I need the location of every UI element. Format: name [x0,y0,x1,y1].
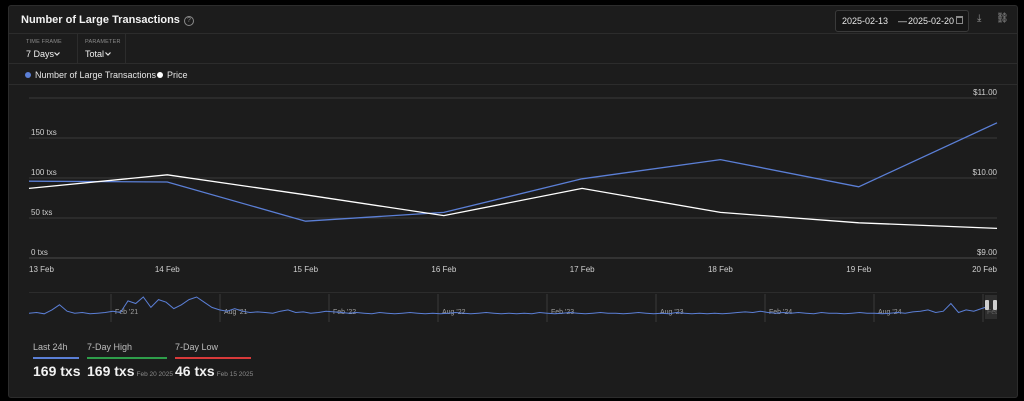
navigator-series [29,296,990,315]
legend-label: Number of Large Transactions [35,70,157,80]
stat-last-24h: Last 24h [33,342,79,359]
range-navigator[interactable]: Feb '21 Aug '21 Feb '22 Aug '22 Feb '23 Aug '… [29,292,997,322]
navigator-label: Aug '23 [660,309,684,316]
stat-7day-low: 7-Day Low [175,342,251,359]
download-icon[interactable]: ⤓ [977,13,982,24]
y-tick-label-left: 0 txs [31,248,48,257]
stat-date: Feb 20 2025 [136,371,173,378]
stat-value: 169 txs [33,363,80,379]
y-tick-label-left: 50 txs [31,208,52,217]
x-tick-label: 13 Feb [29,265,54,274]
navigator-label: Feb '23 [551,309,574,316]
navigator-label: Aug '21 [224,309,248,316]
x-tick-label: 20 Feb [972,265,997,274]
chart-title-text: Number of Large Transactions [21,14,180,26]
legend-dot [157,72,163,78]
y-tick-label-right: $10.00 [973,168,998,177]
stat-label: 7-Day High [87,342,133,352]
divider [9,33,1017,34]
legend-item-price[interactable]: Price [157,70,188,80]
x-tick-label: 15 Feb [293,265,318,274]
stat-value-text: 46 txs [175,363,215,379]
navigator-label: Feb '21 [115,309,138,316]
info-icon[interactable]: ? [183,16,194,26]
divider [9,84,1017,85]
y-tick-label-left: 100 txs [31,168,57,177]
legend-dot [25,72,31,78]
chevron-down-icon [105,52,111,56]
navigator-handle-left[interactable] [985,300,989,310]
legend-label: Price [167,70,188,80]
x-tick-label: 14 Feb [155,265,180,274]
divider [9,63,1017,64]
stat-value: 169 txs Feb 20 2025 [87,363,173,379]
date-start: 2025-02-13 [842,16,889,26]
timeframe-label: TIME FRAME [26,39,62,45]
divider [125,33,126,63]
chart-title: Number of Large Transactions? [21,14,194,26]
y-tick-label-right: $11.00 [973,88,997,97]
link-icon[interactable]: ⛓ [996,13,1009,24]
chart-panel: Number of Large Transactions? 2025-02-13… [8,5,1018,398]
date-range-picker[interactable]: 2025-02-13 — 2025-02-20 [835,10,969,32]
calendar-icon[interactable] [956,16,963,24]
stat-underline [175,357,251,359]
stat-label: Last 24h [33,342,68,352]
y-tick-label-right: $9.00 [977,248,998,257]
stat-value: 46 txs Feb 15 2025 [175,363,253,379]
date-end: 2025-02-20 [908,16,955,26]
x-tick-label: 17 Feb [570,265,595,274]
x-tick-label: 19 Feb [846,265,871,274]
timeframe-value: 7 Days [26,49,55,59]
navigator-handle-right[interactable] [993,300,997,310]
stat-underline [33,357,79,359]
navigator-label: Aug '24 [878,309,902,316]
stat-7day-high: 7-Day High [87,342,167,359]
x-tick-label: 16 Feb [431,265,456,274]
series-line-transactions [28,122,998,222]
chevron-down-icon [54,52,60,56]
parameter-label: PARAMETER [85,39,121,45]
x-tick-label: 18 Feb [708,265,733,274]
stat-underline [87,357,167,359]
parameter-value: Total [85,49,105,59]
legend-item-txs[interactable]: Number of Large Transactions [25,70,156,80]
stat-value-text: 169 txs [87,363,135,379]
stat-label: 7-Day Low [175,342,219,352]
stat-value-text: 169 txs [33,363,81,379]
divider [77,33,78,63]
line-chart[interactable]: 0 txs 50 txs 100 txs 150 txs $9.00 $10.00 $11.… [9,86,1017,286]
date-separator: — [898,16,907,26]
series-line-price [28,174,998,230]
y-tick-label-left: 150 txs [31,128,57,137]
stat-date: Feb 15 2025 [216,371,254,378]
